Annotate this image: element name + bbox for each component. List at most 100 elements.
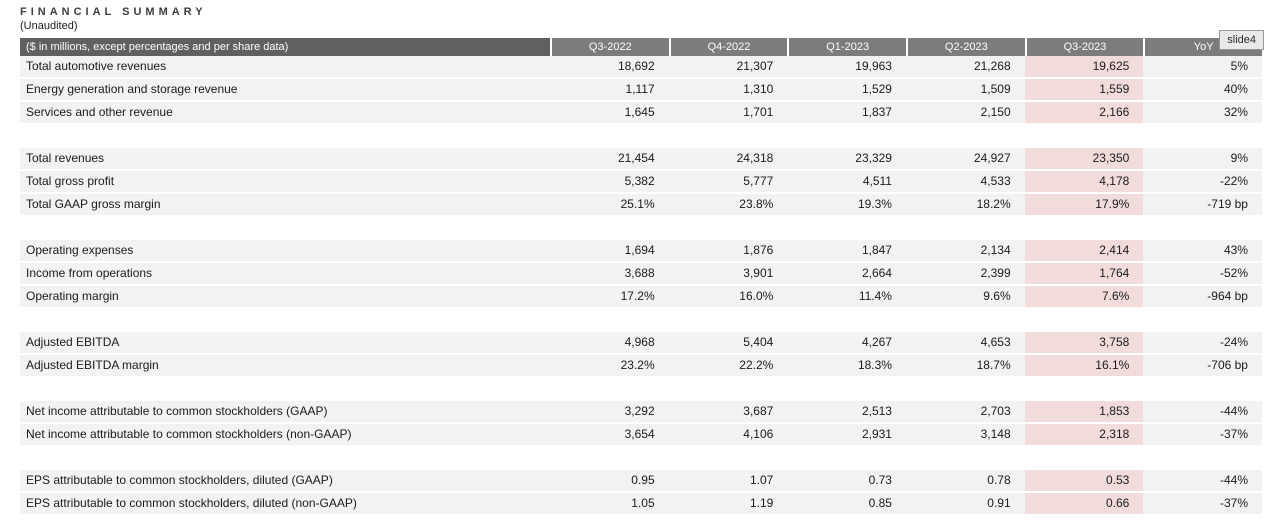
row-value — [550, 309, 669, 332]
row-value — [668, 309, 788, 332]
table-row: Total gross profit 5,382 5,777 4,511 4,5… — [20, 171, 1262, 194]
row-value: 1,529 — [787, 79, 906, 102]
row-value — [668, 378, 788, 401]
row-value — [905, 125, 1025, 148]
table-row: Operating margin 17.2% 16.0% 11.4% 9.6% … — [20, 286, 1262, 309]
row-value-yoy: 43% — [1143, 240, 1262, 263]
row-value-yoy: -22% — [1143, 171, 1262, 194]
table-row: Net income attributable to common stockh… — [20, 401, 1262, 424]
row-value-yoy — [1143, 125, 1262, 148]
row-value — [668, 447, 788, 470]
row-value: 3,687 — [668, 401, 788, 424]
row-label: EPS attributable to common stockholders,… — [20, 493, 550, 516]
table-row: Operating expenses 1,694 1,876 1,847 2,1… — [20, 240, 1262, 263]
table-row: Net income attributable to common stockh… — [20, 424, 1262, 447]
row-value: 3,654 — [550, 424, 669, 447]
row-value: 18.2% — [905, 194, 1025, 217]
row-value: 1,837 — [787, 102, 906, 125]
row-value: 5,404 — [668, 332, 788, 355]
row-value: 5,382 — [550, 171, 669, 194]
table-row — [20, 447, 1262, 470]
row-value-highlight: 0.66 — [1024, 493, 1144, 516]
row-value: 23,329 — [787, 148, 906, 171]
row-value: 1,509 — [905, 79, 1025, 102]
row-label — [20, 378, 550, 401]
row-label: Services and other revenue — [20, 102, 550, 125]
row-value: 25.1% — [550, 194, 669, 217]
row-value — [905, 217, 1025, 240]
row-value-highlight: 16.1% — [1024, 355, 1144, 378]
row-value-yoy — [1143, 447, 1262, 470]
row-value — [787, 378, 906, 401]
row-value-yoy: -37% — [1143, 493, 1262, 516]
table-header: ($ in millions, except percentages and p… — [20, 38, 1262, 56]
row-label: Net income attributable to common stockh… — [20, 401, 550, 424]
row-value-highlight: 1,764 — [1024, 263, 1144, 286]
row-value-yoy: -52% — [1143, 263, 1262, 286]
row-value — [787, 447, 906, 470]
row-value: 17.2% — [550, 286, 669, 309]
slide-badge: slide4 — [1219, 30, 1264, 50]
row-label — [20, 447, 550, 470]
row-value — [905, 309, 1025, 332]
row-value: 23.8% — [668, 194, 788, 217]
row-value-highlight: 1,559 — [1024, 79, 1144, 102]
row-label: Total automotive revenues — [20, 56, 550, 79]
table-header-label: ($ in millions, except percentages and p… — [20, 38, 550, 56]
row-label: Total revenues — [20, 148, 550, 171]
row-value-highlight: 2,414 — [1024, 240, 1144, 263]
row-value: 24,927 — [905, 148, 1025, 171]
financial-summary-table: ($ in millions, except percentages and p… — [20, 38, 1262, 516]
row-value-yoy — [1143, 309, 1262, 332]
row-value-yoy — [1143, 378, 1262, 401]
row-value: 1,645 — [550, 102, 669, 125]
row-value-yoy: -37% — [1143, 424, 1262, 447]
row-value: 18.3% — [787, 355, 906, 378]
page-title: FINANCIAL SUMMARY — [20, 6, 207, 18]
row-value: 1,847 — [787, 240, 906, 263]
row-value: 16.0% — [668, 286, 788, 309]
row-value: 3,901 — [668, 263, 788, 286]
table-row — [20, 217, 1262, 240]
row-value: 21,307 — [668, 56, 788, 79]
row-value-highlight — [1024, 447, 1144, 470]
row-value: 5,777 — [668, 171, 788, 194]
row-value: 3,148 — [905, 424, 1025, 447]
row-value — [787, 125, 906, 148]
row-value: 1,117 — [550, 79, 669, 102]
row-value-yoy: -964 bp — [1143, 286, 1262, 309]
row-value: 0.85 — [787, 493, 906, 516]
table-row: Total automotive revenues 18,692 21,307 … — [20, 56, 1262, 79]
row-label — [20, 309, 550, 332]
row-value: 4,511 — [787, 171, 906, 194]
row-value — [905, 447, 1025, 470]
row-label: Total GAAP gross margin — [20, 194, 550, 217]
row-value-yoy: -706 bp — [1143, 355, 1262, 378]
row-value-highlight — [1024, 125, 1144, 148]
column-header-q3-2022: Q3-2022 — [550, 38, 669, 56]
row-value: 1.05 — [550, 493, 669, 516]
row-value-highlight: 2,318 — [1024, 424, 1144, 447]
row-label — [20, 217, 550, 240]
row-value: 23.2% — [550, 355, 669, 378]
row-value: 0.95 — [550, 470, 669, 493]
row-value — [787, 217, 906, 240]
row-value — [787, 309, 906, 332]
row-value — [550, 125, 669, 148]
row-value: 9.6% — [905, 286, 1025, 309]
column-header-q4-2022: Q4-2022 — [668, 38, 788, 56]
row-value-highlight: 17.9% — [1024, 194, 1144, 217]
row-value-highlight — [1024, 378, 1144, 401]
row-value: 3,292 — [550, 401, 669, 424]
row-value-highlight — [1024, 309, 1144, 332]
row-label: Adjusted EBITDA — [20, 332, 550, 355]
row-value: 2,513 — [787, 401, 906, 424]
row-value: 21,454 — [550, 148, 669, 171]
table-row — [20, 309, 1262, 332]
row-value-highlight: 23,350 — [1024, 148, 1144, 171]
row-label: Energy generation and storage revenue — [20, 79, 550, 102]
row-label: Net income attributable to common stockh… — [20, 424, 550, 447]
row-value: 2,703 — [905, 401, 1025, 424]
row-value: 2,150 — [905, 102, 1025, 125]
row-value: 0.91 — [905, 493, 1025, 516]
